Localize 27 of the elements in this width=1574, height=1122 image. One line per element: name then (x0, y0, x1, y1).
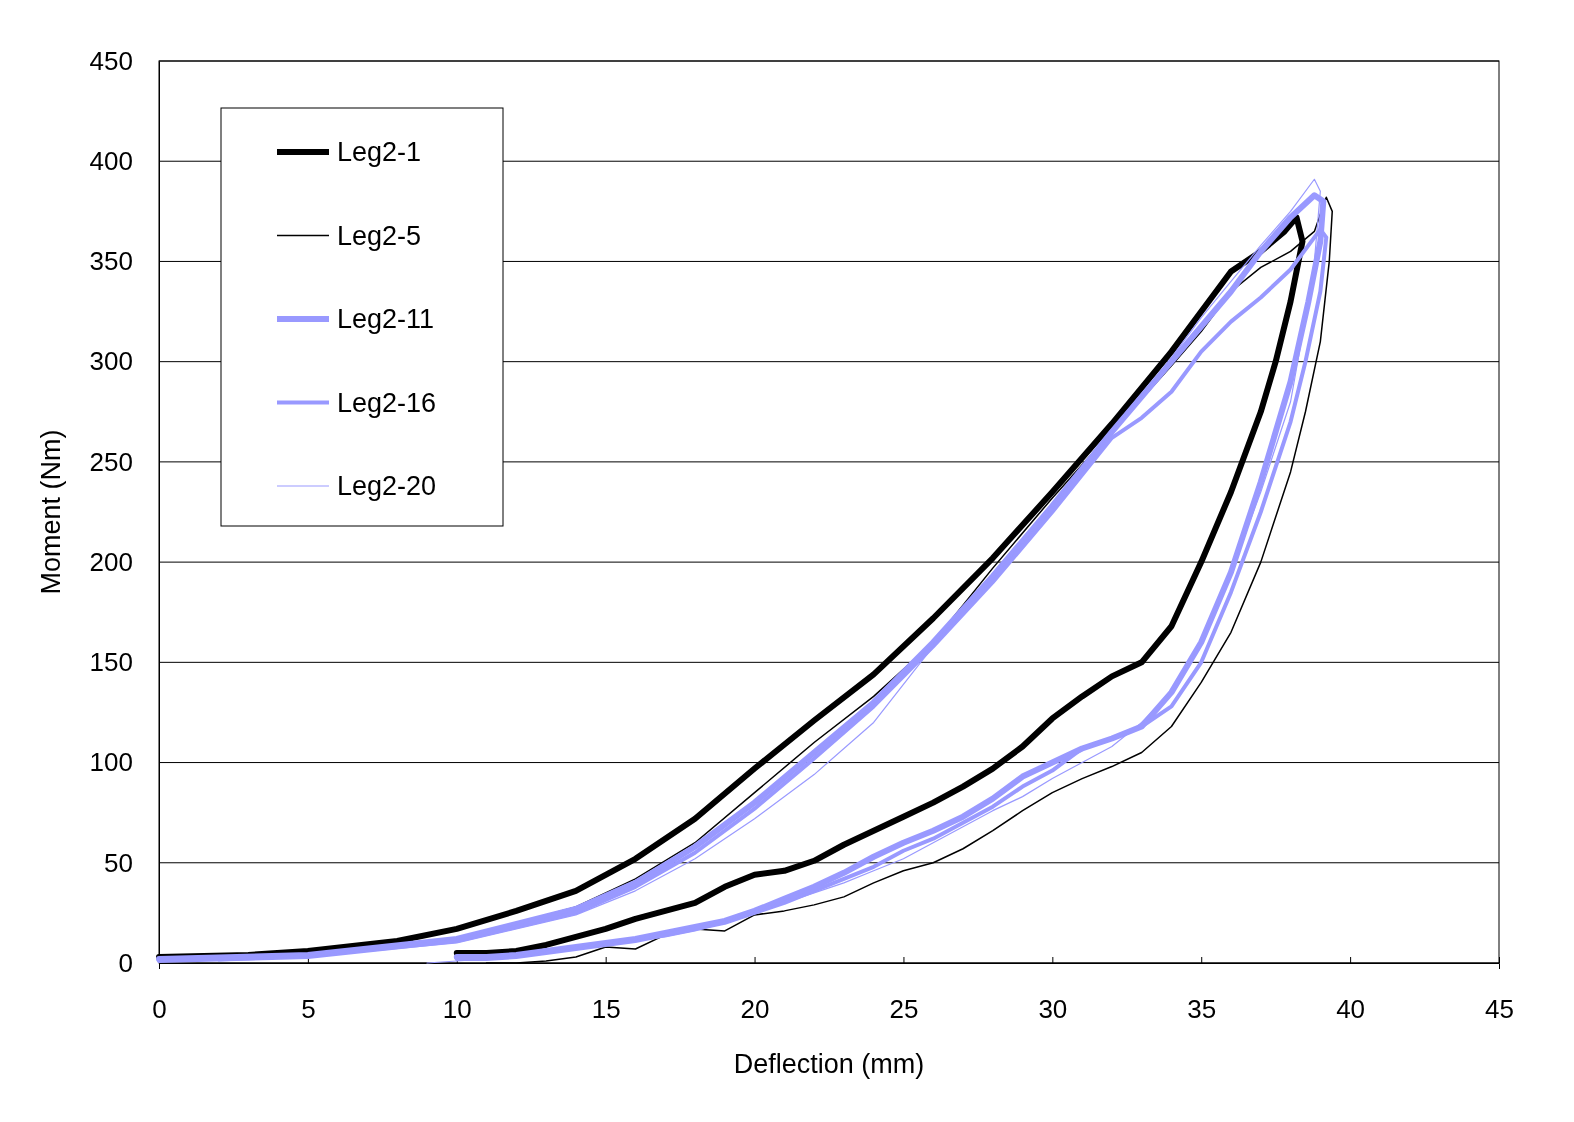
x-tick-label: 10 (442, 994, 472, 1025)
y-tick-label: 450 (89, 45, 133, 76)
y-tick-label: 0 (118, 947, 133, 978)
x-tick-label: 5 (301, 994, 316, 1025)
x-tick-label: 35 (1187, 994, 1217, 1025)
legend-label: Leg2-16 (337, 387, 437, 418)
y-tick-label: 100 (89, 747, 133, 778)
y-tick-label: 250 (89, 446, 133, 477)
y-tick-label: 150 (89, 647, 133, 678)
x-tick-label: 15 (591, 994, 621, 1025)
legend-label: Leg2-1 (337, 137, 422, 168)
x-tick-label: 30 (1038, 994, 1068, 1025)
y-tick-label: 400 (89, 146, 133, 177)
x-tick-label: 25 (889, 994, 919, 1025)
legend-label: Leg2-5 (337, 220, 422, 251)
y-tick-label: 350 (89, 246, 133, 277)
y-tick-label: 200 (89, 546, 133, 577)
legend-label: Leg2-11 (337, 304, 435, 335)
x-tick-label: 0 (152, 994, 167, 1025)
y-tick-label: 300 (89, 346, 133, 377)
y-tick-label: 50 (104, 847, 133, 878)
legend-label: Leg2-20 (337, 471, 437, 502)
x-tick-label: 20 (740, 994, 770, 1025)
x-tick-label: 40 (1336, 994, 1366, 1025)
y-axis-title: Moment (Nm) (36, 429, 66, 595)
x-axis-title: Deflection (mm) (733, 1049, 925, 1079)
x-tick-label: 45 (1485, 994, 1514, 1025)
